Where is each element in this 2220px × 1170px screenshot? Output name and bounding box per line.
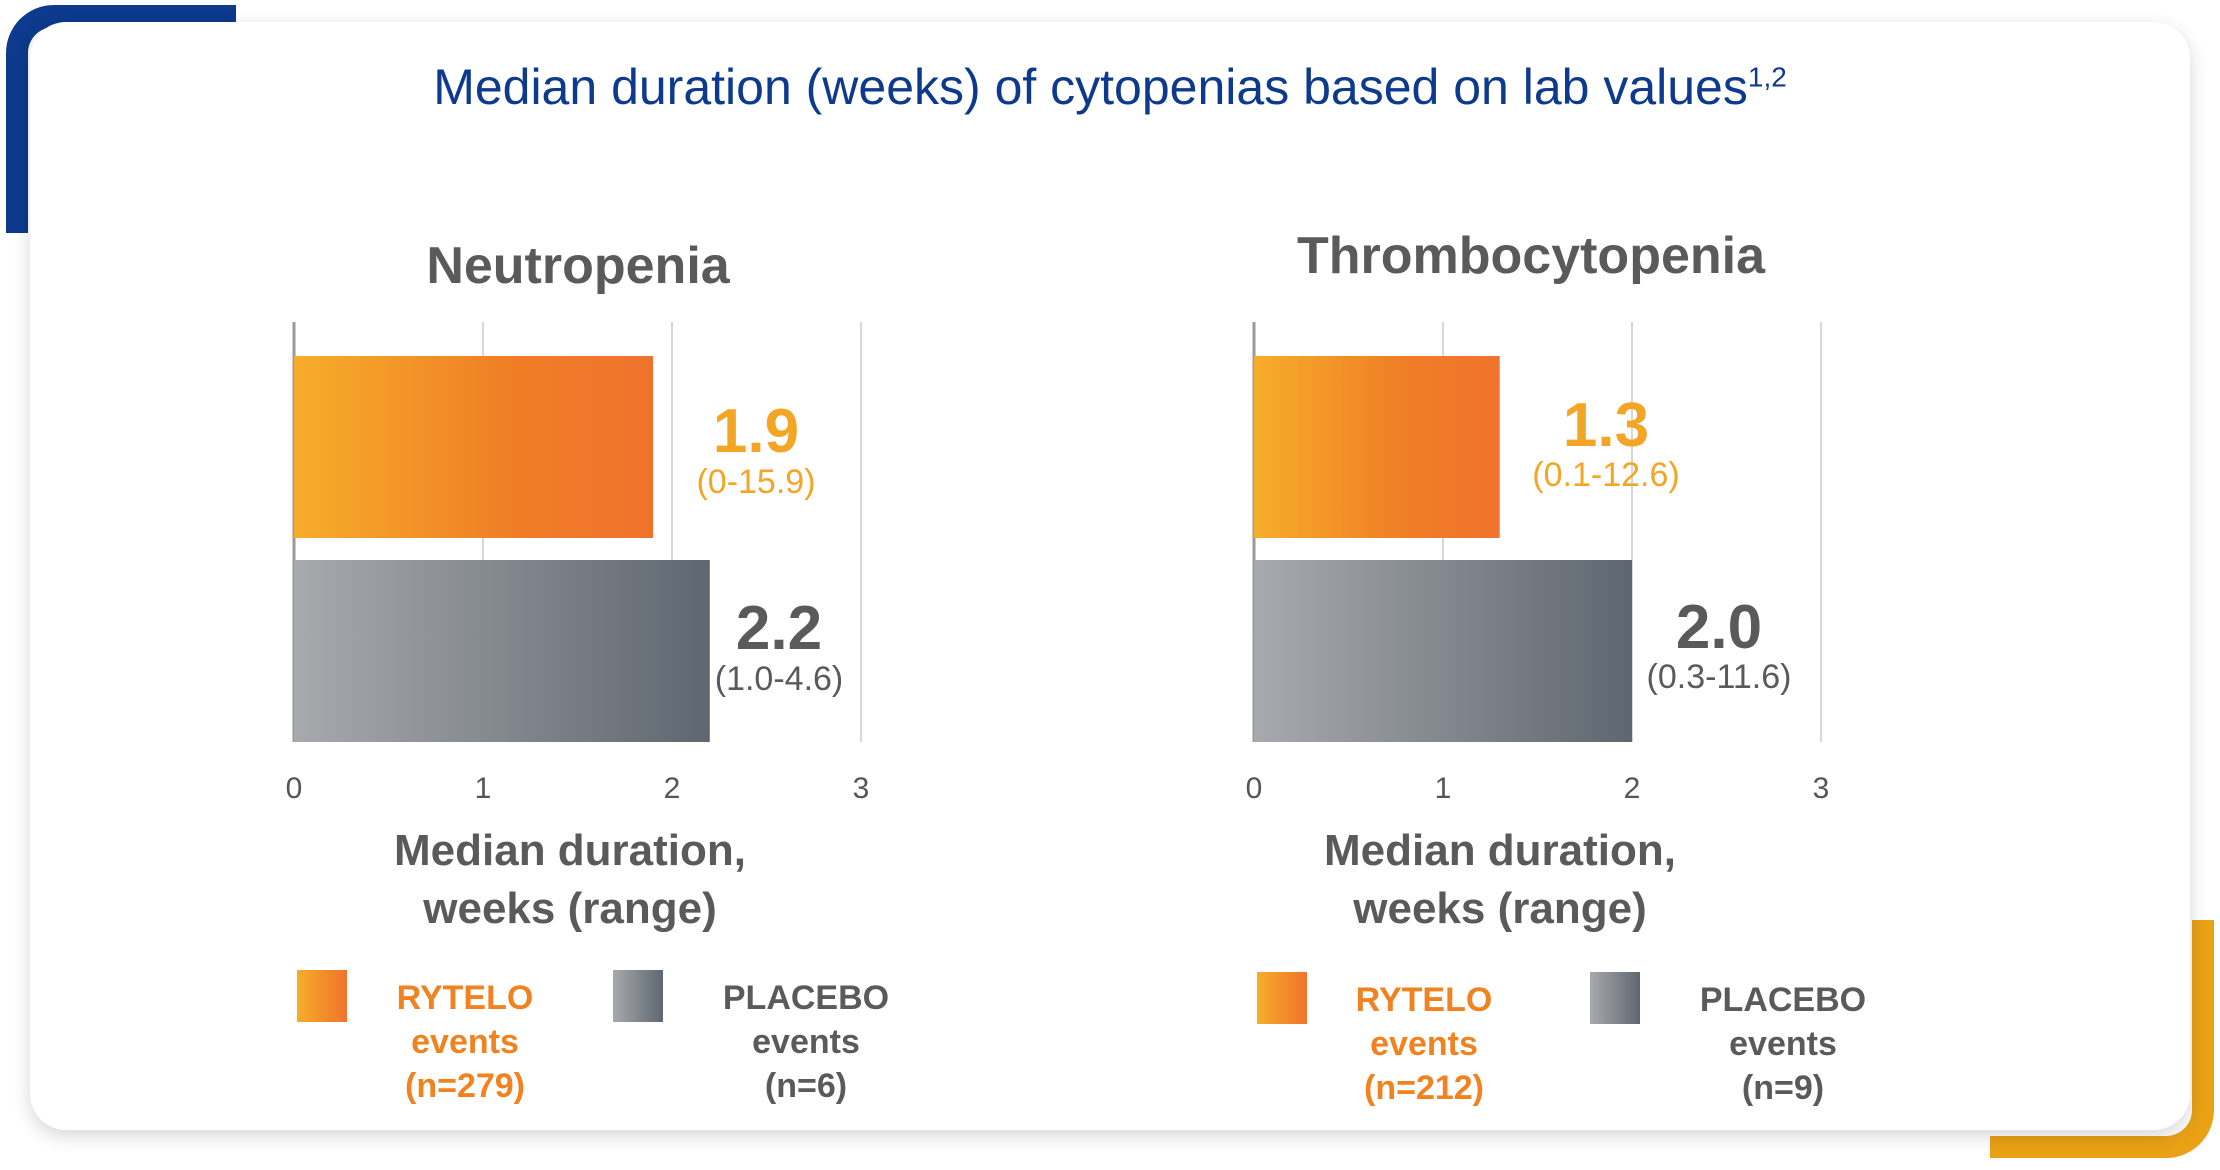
thrombocytopenia-legend-placebo-label: PLACEBO events [1699, 981, 1867, 1063]
thrombocytopenia-legend-rytelo: RYTELO events (n=212) [1319, 978, 1529, 1110]
neutropenia-legend-placebo-label: PLACEBO events [722, 979, 890, 1061]
neutropenia-placebo-range: (1.0-4.6) [714, 660, 844, 698]
thrombocytopenia-placebo-bar [1254, 560, 1632, 742]
thrombocytopenia-rytelo-range: (0.1-12.6) [1532, 456, 1680, 494]
thrombocytopenia-rytelo-bar [1254, 356, 1500, 538]
neutropenia-rytelo-value: 1.9 [712, 397, 800, 466]
thrombocytopenia-plot [1252, 322, 1822, 742]
top-left-accent [6, 5, 236, 233]
neutropenia-xlabel: Median duration, weeks (range) [170, 822, 970, 938]
neutropenia-xtick-0: 0 [285, 772, 303, 805]
thrombocytopenia-xtick-1: 1 [1434, 772, 1452, 805]
neutropenia-placebo-bar [294, 560, 710, 742]
thrombocytopenia-xtick-3: 3 [1812, 772, 1830, 805]
neutropenia-rytelo-range: (0-15.9) [696, 463, 816, 501]
thrombocytopenia-title: Thrombocytopenia [1296, 227, 1766, 285]
thrombocytopenia-placebo-range: (0.3-11.6) [1646, 658, 1792, 696]
thrombocytopenia-legend-rytelo-n: (n=212) [1364, 1069, 1484, 1107]
neutropenia-placebo-value: 2.2 [735, 594, 823, 663]
figure-title: Median duration (weeks) of cytopenias ba… [0, 58, 2220, 116]
figure-title-superscript: 1,2 [1747, 61, 1787, 93]
bottom-right-accent [1990, 920, 2214, 1158]
figure-title-text: Median duration (weeks) of cytopenias ba… [433, 59, 1748, 115]
thrombocytopenia-xlabel-line1: Median duration, [1324, 826, 1676, 875]
thrombocytopenia-rytelo-value: 1.3 [1562, 391, 1650, 460]
neutropenia-legend-placebo: PLACEBO events (n=6) [676, 976, 936, 1108]
neutropenia-legend-rytelo-label: RYTELO events [396, 979, 534, 1061]
thrombocytopenia-placebo-value: 2.0 [1675, 593, 1763, 662]
neutropenia-legend-rytelo-n: (n=279) [405, 1067, 525, 1105]
thrombocytopenia-legend-placebo-n: (n=9) [1741, 1069, 1825, 1107]
thrombocytopenia-legend-placebo: PLACEBO events (n=9) [1653, 978, 1913, 1110]
thrombocytopenia-xtick-2: 2 [1623, 772, 1641, 805]
neutropenia-xlabel-line2: weeks (range) [423, 884, 717, 933]
neutropenia-xtick-2: 2 [663, 772, 681, 805]
neutropenia-legend-rytelo-swatch [297, 970, 347, 1022]
neutropenia-plot [292, 322, 862, 742]
thrombocytopenia-legend-placebo-swatch [1590, 972, 1640, 1024]
thrombocytopenia-xlabel-line2: weeks (range) [1353, 884, 1647, 933]
thrombocytopenia-legend-rytelo-swatch [1257, 972, 1307, 1024]
neutropenia-legend-rytelo: RYTELO events (n=279) [360, 976, 570, 1108]
neutropenia-xtick-1: 1 [474, 772, 492, 805]
neutropenia-xlabel-line1: Median duration, [394, 826, 746, 875]
thrombocytopenia-xtick-0: 0 [1245, 772, 1263, 805]
neutropenia-xtick-3: 3 [852, 772, 870, 805]
thrombocytopenia-legend-rytelo-label: RYTELO events [1355, 981, 1493, 1063]
thrombocytopenia-xlabel: Median duration, weeks (range) [1100, 822, 1900, 938]
neutropenia-rytelo-bar [294, 356, 654, 538]
neutropenia-legend-placebo-swatch [613, 970, 663, 1022]
neutropenia-title: Neutropenia [426, 237, 730, 295]
neutropenia-legend-placebo-n: (n=6) [764, 1067, 848, 1105]
